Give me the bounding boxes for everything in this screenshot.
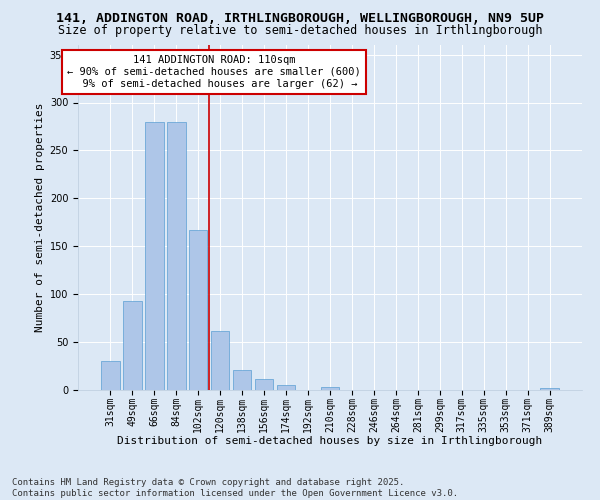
- Bar: [167, 122, 185, 390]
- Bar: [277, 385, 295, 390]
- X-axis label: Distribution of semi-detached houses by size in Irthlingborough: Distribution of semi-detached houses by …: [118, 436, 542, 446]
- Bar: [211, 330, 229, 390]
- Bar: [541, 388, 559, 390]
- Bar: [189, 230, 208, 390]
- Bar: [255, 380, 274, 390]
- Text: 141 ADDINGTON ROAD: 110sqm
← 90% of semi-detached houses are smaller (600)
  9% : 141 ADDINGTON ROAD: 110sqm ← 90% of semi…: [67, 56, 361, 88]
- Bar: [320, 387, 340, 390]
- Y-axis label: Number of semi-detached properties: Number of semi-detached properties: [35, 103, 46, 332]
- Text: Contains HM Land Registry data © Crown copyright and database right 2025.
Contai: Contains HM Land Registry data © Crown c…: [12, 478, 458, 498]
- Text: 141, ADDINGTON ROAD, IRTHLINGBOROUGH, WELLINGBOROUGH, NN9 5UP: 141, ADDINGTON ROAD, IRTHLINGBOROUGH, WE…: [56, 12, 544, 26]
- Bar: [145, 122, 164, 390]
- Bar: [233, 370, 251, 390]
- Text: Size of property relative to semi-detached houses in Irthlingborough: Size of property relative to semi-detach…: [58, 24, 542, 37]
- Bar: [123, 301, 142, 390]
- Bar: [101, 361, 119, 390]
